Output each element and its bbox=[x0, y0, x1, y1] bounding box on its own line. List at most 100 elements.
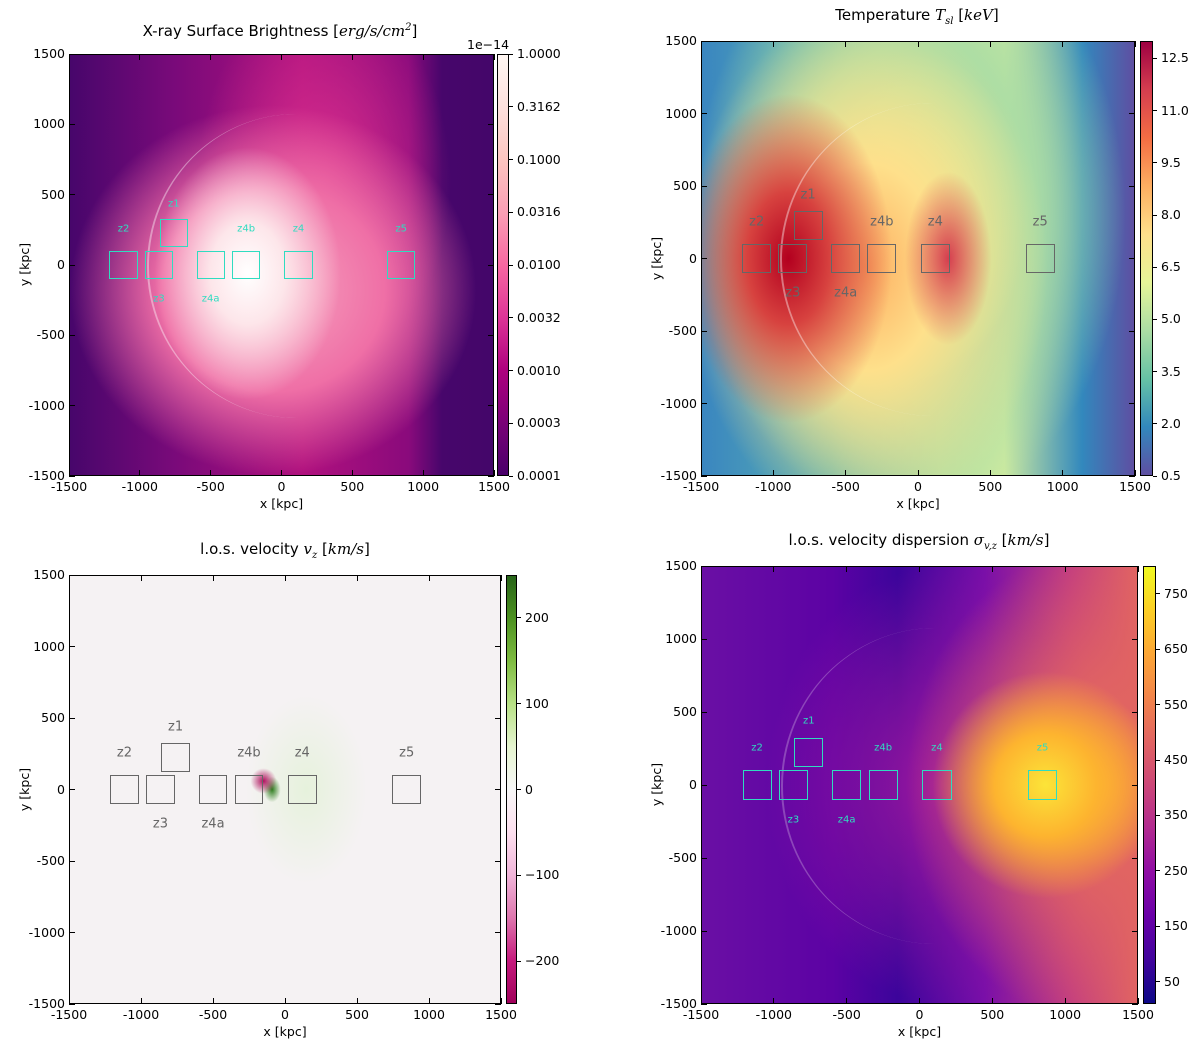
colorbar-tick-label: 6.5 bbox=[1161, 259, 1181, 275]
y-tick bbox=[488, 123, 494, 125]
x-tick bbox=[428, 575, 430, 581]
x-tick bbox=[991, 566, 993, 572]
region-box-z4[interactable] bbox=[287, 775, 317, 804]
y-tick-label: 1000 bbox=[33, 638, 65, 654]
region-label-z3: z3 bbox=[787, 814, 800, 826]
x-tick bbox=[1064, 998, 1066, 1004]
x-tick bbox=[919, 566, 920, 572]
y-tick bbox=[701, 113, 707, 114]
region-box-z1[interactable] bbox=[159, 219, 188, 248]
y-tick bbox=[69, 405, 75, 407]
region-box-z4b[interactable] bbox=[868, 770, 898, 800]
y-tick bbox=[69, 646, 75, 647]
colorbar-tick-label: −100 bbox=[525, 867, 560, 883]
region-label-z5: z5 bbox=[399, 745, 415, 761]
colorbar-tick bbox=[517, 703, 521, 705]
region-box-z4[interactable] bbox=[922, 770, 952, 800]
region-label-z5: z5 bbox=[1032, 214, 1048, 230]
colorbar-tick bbox=[509, 53, 513, 55]
y-tick-label: -1500 bbox=[28, 468, 65, 483]
region-box-z4[interactable] bbox=[920, 244, 950, 273]
x-tick-label: -500 bbox=[832, 1007, 861, 1022]
region-box-z4b[interactable] bbox=[234, 775, 264, 804]
y-tick bbox=[701, 857, 707, 859]
region-box-z4b[interactable] bbox=[867, 244, 897, 273]
region-box-z4b[interactable] bbox=[231, 250, 261, 280]
region-label-z3: z3 bbox=[152, 816, 168, 832]
y-tick bbox=[701, 40, 707, 42]
y-tick bbox=[1132, 857, 1138, 859]
x-tick bbox=[140, 575, 142, 581]
colorbar-tick bbox=[509, 475, 513, 477]
x-tick bbox=[493, 54, 495, 60]
colorbar-tick bbox=[1153, 423, 1157, 425]
y-tick bbox=[69, 53, 75, 55]
region-box-z5[interactable] bbox=[387, 250, 416, 280]
colorbar-tick bbox=[509, 370, 513, 371]
region-box-z2[interactable] bbox=[109, 250, 138, 280]
region-box-z4a[interactable] bbox=[196, 250, 225, 280]
colorbar-tick-label: 200 bbox=[525, 609, 549, 625]
region-box-z3[interactable] bbox=[144, 250, 174, 280]
y-tick bbox=[495, 860, 501, 862]
x-tick bbox=[428, 998, 430, 1004]
x-tick-label: -1000 bbox=[122, 1007, 160, 1022]
x-tick bbox=[140, 998, 142, 1004]
x-tick bbox=[1137, 566, 1139, 572]
x-tick bbox=[845, 470, 847, 476]
region-box-z4a[interactable] bbox=[832, 770, 862, 800]
region-box-z4a[interactable] bbox=[198, 775, 228, 804]
colorbar-tick-label: 250 bbox=[1164, 862, 1188, 878]
y-tick bbox=[1132, 784, 1138, 786]
region-box-z1[interactable] bbox=[793, 211, 823, 241]
colorbar-tick bbox=[1153, 214, 1157, 216]
region-box-z2[interactable] bbox=[742, 770, 772, 800]
region-box-z3[interactable] bbox=[778, 770, 809, 800]
y-tick bbox=[69, 717, 75, 719]
x-tick bbox=[772, 470, 774, 476]
x-tick bbox=[773, 998, 775, 1004]
chart-title: Temperature Tsl [keV] bbox=[835, 6, 999, 27]
x-tick bbox=[422, 54, 424, 60]
region-box-z5[interactable] bbox=[1028, 770, 1058, 800]
x-tick bbox=[68, 998, 70, 1004]
y-tick bbox=[701, 784, 707, 786]
region-box-z2[interactable] bbox=[742, 244, 772, 273]
region-box-z4a[interactable] bbox=[831, 244, 861, 273]
x-tick bbox=[212, 575, 214, 581]
colorbar-tick-label: 150 bbox=[1164, 918, 1188, 934]
region-box-z3[interactable] bbox=[146, 775, 175, 804]
x-tick bbox=[846, 998, 848, 1004]
y-tick bbox=[1132, 565, 1138, 567]
x-tick bbox=[772, 41, 774, 47]
x-tick bbox=[139, 470, 141, 476]
y-tick-label: -500 bbox=[668, 323, 697, 338]
colorbar-tick bbox=[1156, 759, 1160, 761]
y-tick-label: 1500 bbox=[665, 33, 697, 48]
y-tick bbox=[69, 860, 75, 862]
x-tick bbox=[210, 470, 212, 476]
x-tick-label: -1500 bbox=[50, 479, 88, 494]
region-box-z1[interactable] bbox=[794, 737, 824, 767]
y-tick-label: 500 bbox=[673, 704, 697, 719]
region-box-z2[interactable] bbox=[110, 775, 139, 804]
region-box-z1[interactable] bbox=[161, 743, 190, 772]
colorbar-tick-label: 2.0 bbox=[1161, 415, 1181, 431]
x-tick bbox=[351, 54, 353, 60]
y-tick bbox=[1129, 475, 1135, 477]
x-tick-label: -1000 bbox=[755, 1007, 792, 1022]
region-box-z5[interactable] bbox=[392, 775, 422, 804]
y-tick bbox=[488, 194, 494, 196]
region-box-z4[interactable] bbox=[284, 250, 313, 280]
region-label-z1: z1 bbox=[168, 198, 180, 210]
region-box-z3[interactable] bbox=[778, 244, 808, 273]
x-tick-label: 1000 bbox=[413, 1007, 445, 1022]
colorbar-tick-label: 8.0 bbox=[1161, 207, 1181, 222]
colorbar-tick-label: 100 bbox=[525, 695, 549, 711]
y-tick-label: 1500 bbox=[33, 46, 65, 61]
x-axis-label: x [kpc] bbox=[263, 1024, 307, 1039]
region-box-z5[interactable] bbox=[1025, 244, 1055, 273]
colorbar-tick bbox=[517, 617, 521, 619]
y-tick bbox=[1129, 113, 1135, 114]
region-label-z5: z5 bbox=[395, 223, 408, 235]
